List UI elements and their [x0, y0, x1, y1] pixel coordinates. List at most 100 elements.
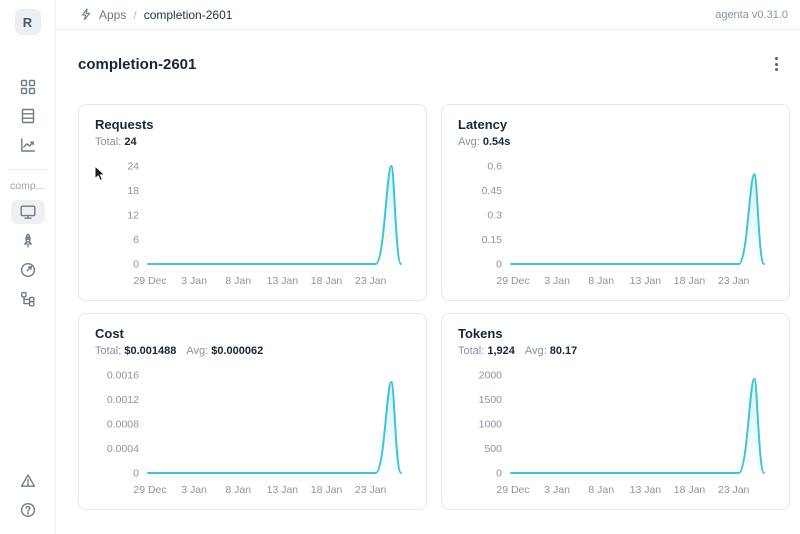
- metric-card-requests: Requests Total: 24 0 6 12 18 24 29 Dec 3 Jan 8 …: [78, 104, 427, 301]
- y-tick-label: 1000: [479, 419, 503, 431]
- metric-card-stats: Total: 24: [95, 135, 410, 149]
- x-tick-label: 18 Jan: [311, 275, 343, 287]
- sidebar-item-evaluations[interactable]: [11, 258, 45, 282]
- x-tick-label: 3 Jan: [181, 275, 207, 287]
- metric-card-title: Requests: [95, 117, 154, 132]
- stat-value: 1,924: [487, 345, 515, 357]
- sidebar-bottom-nav: [11, 469, 45, 522]
- y-tick-label: 0.0004: [107, 443, 139, 455]
- chart-line: [147, 165, 402, 265]
- stat-label: Avg:: [458, 136, 480, 148]
- y-tick-label: 2000: [479, 370, 503, 382]
- chart-area: [148, 166, 401, 264]
- chart-line: [510, 173, 765, 265]
- avatar[interactable]: R: [14, 9, 41, 35]
- x-tick-label: 13 Jan: [630, 484, 662, 496]
- chart-area: [511, 378, 764, 473]
- page-title: completion-2601: [78, 55, 197, 73]
- y-tick-label: 0: [133, 259, 139, 271]
- sidebar: R: [0, 0, 56, 534]
- sidebar-item-alerts[interactable]: [11, 469, 45, 493]
- sidebar-app-nav: [10, 200, 45, 311]
- stat: Avg: 0.54s: [458, 136, 510, 148]
- deployments-rocket-icon: [23, 233, 32, 248]
- sidebar-item-observability[interactable]: [11, 133, 45, 157]
- version-label: agenta v0.31.0: [715, 8, 788, 21]
- stat-value: $0.000062: [211, 345, 264, 357]
- chart-area: [148, 381, 401, 473]
- traces-tree-icon: [20, 291, 35, 307]
- stat: Total: 1,924: [458, 345, 515, 357]
- observability-chart-icon: [20, 138, 35, 152]
- x-tick-label: 8 Jan: [225, 275, 251, 287]
- alert-triangle-icon: [20, 474, 35, 487]
- evaluations-gauge-icon: [20, 262, 35, 278]
- y-tick-label: 0.0008: [107, 419, 139, 431]
- y-tick-label: 6: [133, 234, 139, 246]
- stat: Avg: 80.17: [525, 345, 577, 357]
- x-tick-label: 3 Jan: [544, 275, 570, 287]
- help-circle-icon: [20, 502, 35, 518]
- sidebar-item-overview[interactable]: [10, 200, 45, 224]
- ellipsis-vertical-icon[interactable]: [766, 54, 786, 74]
- y-tick-label: 0: [496, 259, 502, 271]
- sidebar-item-help[interactable]: [11, 498, 45, 522]
- metric-card-cost: Cost Total: $0.001488 Avg: $0.000062 0 0.0…: [78, 313, 427, 510]
- metric-chart[interactable]: 0 0.15 0.3 0.45 0.6 29 Dec 3 Jan 8 Jan 13 Jan 18 …: [458, 154, 772, 292]
- x-tick-label: 8 Jan: [588, 484, 614, 496]
- y-tick-label: 0.45: [482, 185, 503, 197]
- y-tick-label: 18: [127, 185, 139, 197]
- x-tick-label: 13 Jan: [267, 484, 299, 496]
- sidebar-divider: [7, 169, 48, 170]
- stat-value: 80.17: [549, 345, 578, 357]
- metric-chart[interactable]: 0 6 12 18 24 29 Dec 3 Jan 8 Jan 13 Jan 18 Jan 23 J…: [95, 154, 409, 292]
- stat-value: $0.001488: [124, 345, 177, 357]
- playground-monitor-icon: [20, 205, 36, 219]
- sidebar-item-testsets[interactable]: [11, 104, 45, 128]
- y-tick-label: 0.6: [487, 161, 502, 173]
- x-tick-label: 18 Jan: [674, 484, 706, 496]
- breadcrumb: Apps / completion-2601 agenta v0.31.0: [56, 0, 800, 30]
- x-tick-label: 18 Jan: [674, 275, 706, 287]
- x-tick-label: 23 Jan: [355, 484, 387, 496]
- stat-label: Total:: [458, 345, 485, 357]
- metric-card-tokens: Tokens Total: 1,924 Avg: 80.17 0 500 1000 15…: [441, 313, 790, 510]
- y-tick-label: 0.3: [487, 210, 502, 222]
- x-tick-label: 18 Jan: [311, 484, 343, 496]
- stat: Avg: $0.000062: [186, 345, 263, 357]
- stat: Total: 24: [95, 136, 137, 148]
- sidebar-top-nav: [11, 75, 45, 157]
- metric-card-title: Latency: [458, 117, 508, 132]
- chart-line: [510, 377, 765, 474]
- y-tick-label: 24: [127, 161, 139, 173]
- metric-card-stats: Total: $0.001488 Avg: $0.000062: [95, 344, 410, 358]
- stat-label: Avg:: [524, 345, 547, 357]
- x-tick-label: 23 Jan: [355, 275, 387, 287]
- metric-card-stats: Total: 1,924 Avg: 80.17: [458, 344, 773, 358]
- datasets-table-icon: [21, 108, 34, 124]
- stat: Total: $0.001488: [95, 345, 176, 357]
- stat-label: Avg:: [186, 345, 209, 357]
- sidebar-item-deployments[interactable]: [11, 229, 45, 253]
- x-tick-label: 29 Dec: [496, 484, 529, 496]
- metric-card-stats: Avg: 0.54s: [458, 135, 773, 149]
- y-tick-label: 0.0016: [107, 370, 139, 382]
- stat-label: Total:: [95, 345, 122, 357]
- metric-chart[interactable]: 0 0.0004 0.0008 0.0012 0.0016 29 Dec 3 Jan 8 Ja…: [95, 363, 409, 501]
- breadcrumb-separator: /: [133, 7, 137, 22]
- y-tick-label: 1500: [479, 394, 503, 406]
- x-tick-label: 13 Jan: [267, 275, 299, 287]
- x-tick-label: 29 Dec: [496, 275, 529, 287]
- sidebar-item-traces[interactable]: [11, 287, 45, 311]
- breadcrumb-current: completion-2601: [143, 7, 233, 22]
- breadcrumb-apps-link[interactable]: Apps: [99, 7, 127, 22]
- bolt-icon: [82, 8, 91, 21]
- cards-grid: Requests Total: 24 0 6 12 18 24 29 Dec 3 Jan 8 …: [56, 74, 800, 510]
- y-tick-label: 0: [496, 468, 502, 480]
- sidebar-item-apps[interactable]: [11, 75, 45, 99]
- workspace-label: comp...: [10, 180, 45, 192]
- metric-chart[interactable]: 0 500 1000 1500 2000 29 Dec 3 Jan 8 Jan 13 Jan 18…: [458, 363, 772, 501]
- metric-card-title: Cost: [95, 326, 124, 341]
- x-tick-label: 8 Jan: [225, 484, 251, 496]
- x-tick-label: 13 Jan: [630, 275, 662, 287]
